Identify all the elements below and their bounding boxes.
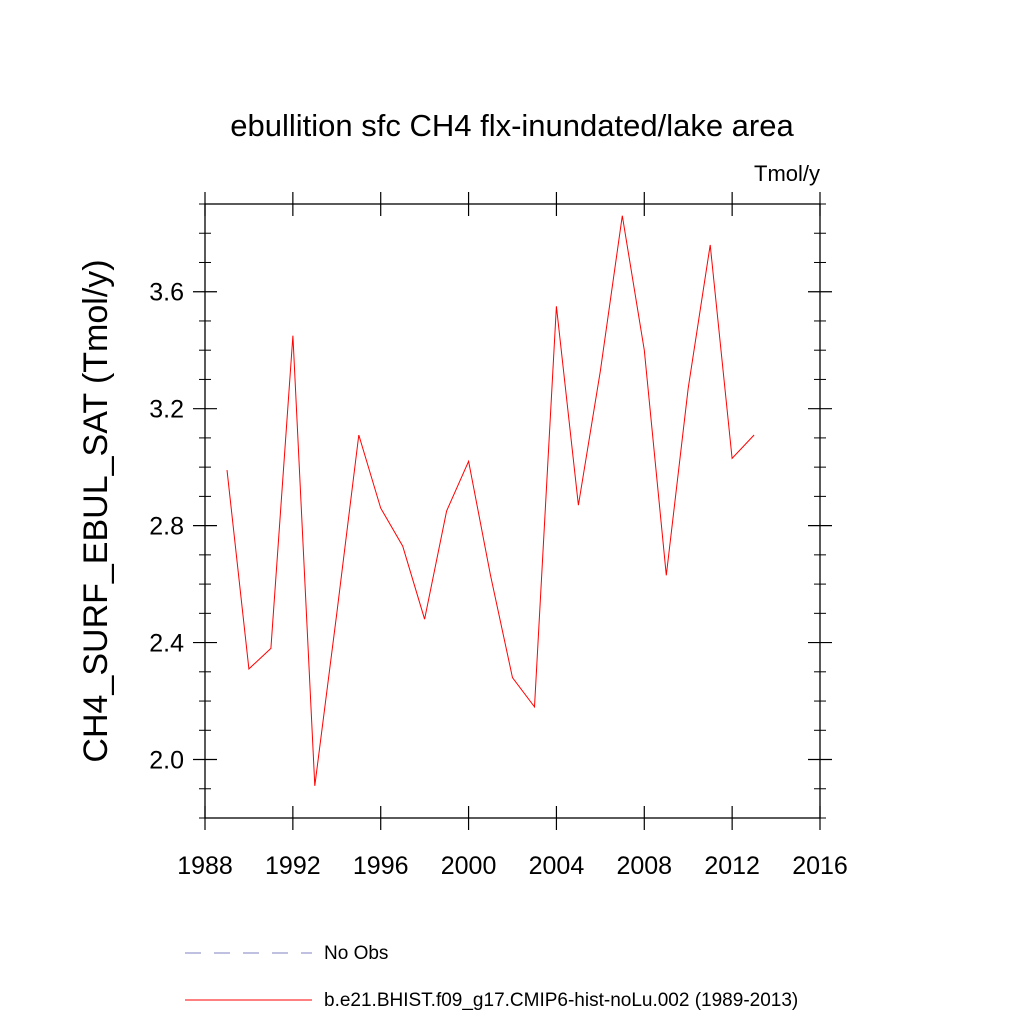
x-tick-label: 2000 xyxy=(441,852,497,880)
x-tick-label: 1992 xyxy=(265,852,321,880)
units-label: Tmol/y xyxy=(754,161,820,186)
y-tick-label: 3.2 xyxy=(149,396,184,424)
y-tick-label: 2.8 xyxy=(149,513,184,541)
y-tick-label: 2.4 xyxy=(149,630,184,658)
x-tick-label: 2008 xyxy=(616,852,672,880)
x-tick-label: 2012 xyxy=(704,852,760,880)
legend: No Obs b.e21.BHIST.f09_g17.CMIP6-hist-no… xyxy=(185,943,798,1011)
series-layer xyxy=(226,215,755,786)
x-tick-label: 2004 xyxy=(529,852,585,880)
x-tick-label: 2016 xyxy=(792,852,848,880)
chart-title: ebullition sfc CH4 flx-inundated/lake ar… xyxy=(230,108,794,143)
y-tick-label: 3.6 xyxy=(149,279,184,307)
legend-label-model: b.e21.BHIST.f09_g17.CMIP6-hist-noLu.002 … xyxy=(324,990,798,1011)
y-axis-tick-labels: 2.0 2.4 2.8 3.2 3.6 xyxy=(149,279,184,775)
x-tick-label: 1996 xyxy=(353,852,409,880)
y-axis-label: CH4_SURF_EBUL_SAT (Tmol/y) xyxy=(77,259,115,762)
series-line xyxy=(226,215,755,786)
x-axis-ticks xyxy=(204,192,821,830)
plot-frame xyxy=(204,203,821,819)
y-tick-label: 2.0 xyxy=(149,747,184,775)
legend-label-no-obs: No Obs xyxy=(324,943,388,964)
x-axis-tick-labels: 1988 1992 1996 2000 2004 2008 2012 2016 xyxy=(177,852,848,880)
x-tick-label: 1988 xyxy=(177,852,233,880)
y-axis-ticks xyxy=(193,203,832,819)
